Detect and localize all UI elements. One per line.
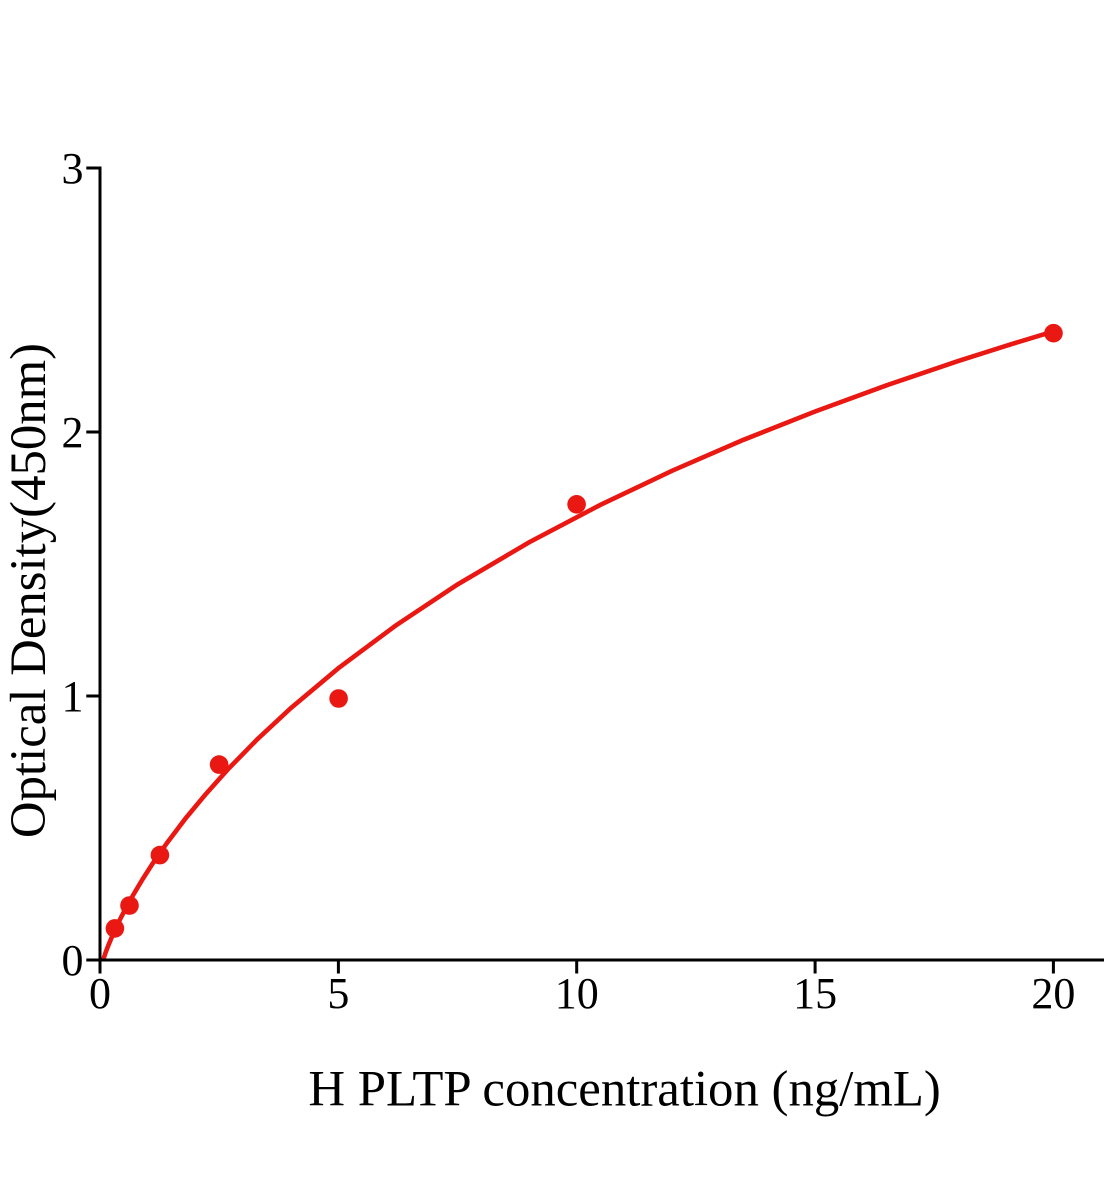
svg-text:10: 10 (555, 969, 599, 1018)
svg-text:2: 2 (62, 408, 84, 457)
svg-text:20: 20 (1031, 969, 1075, 1018)
svg-text:5: 5 (327, 969, 349, 1018)
svg-text:0: 0 (62, 936, 84, 985)
svg-text:1: 1 (62, 672, 84, 721)
svg-text:H PLTP concentration (ng/mL): H PLTP concentration (ng/mL) (308, 1061, 941, 1117)
svg-text:3: 3 (62, 144, 84, 193)
svg-text:0: 0 (89, 969, 111, 1018)
svg-text:Optical Density(450nm): Optical Density(450nm) (0, 343, 56, 838)
svg-text:15: 15 (793, 969, 837, 1018)
